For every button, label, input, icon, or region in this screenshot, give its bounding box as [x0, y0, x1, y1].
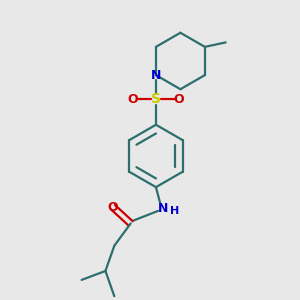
Text: O: O [107, 201, 118, 214]
Text: N: N [151, 69, 161, 82]
Text: O: O [174, 93, 184, 106]
Text: O: O [128, 93, 138, 106]
Text: N: N [158, 202, 169, 215]
Text: H: H [170, 206, 179, 216]
Text: S: S [151, 92, 161, 106]
